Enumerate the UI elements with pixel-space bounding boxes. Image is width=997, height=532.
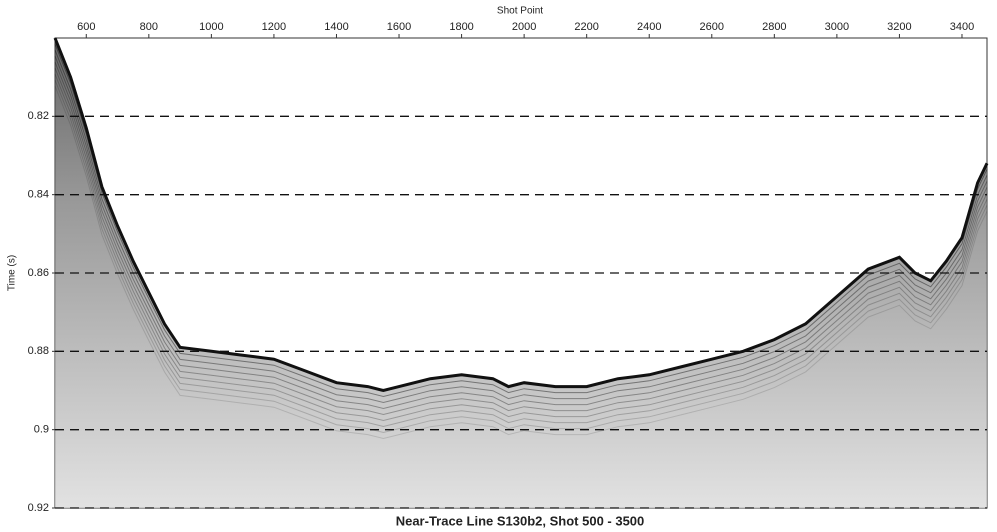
x-tick-label: 800 [140, 21, 158, 33]
x-tick-label: 2200 [574, 21, 598, 33]
x-tick-label: 2800 [762, 21, 786, 33]
reflector-texture [54, 79, 988, 434]
x-tick-label: 2000 [512, 21, 536, 33]
seafloor-line [53, 37, 989, 393]
x-tick-label: 3000 [825, 21, 849, 33]
reflector-texture [54, 49, 988, 404]
x-axis-title: Shot Point [497, 6, 543, 17]
reflector-texture [54, 73, 988, 428]
sediment-fill [55, 38, 987, 508]
reflector-texture [54, 55, 988, 410]
x-tick-label: 1200 [262, 21, 286, 33]
x-tick-label: 1800 [449, 21, 473, 33]
y-tick-label: 0.92 [28, 502, 49, 514]
x-tick-label: 1600 [387, 21, 411, 33]
x-tick-label: 2400 [637, 21, 661, 33]
chart-title: Near-Trace Line S130b2, Shot 500 - 3500 [396, 513, 645, 528]
reflector-texture [54, 85, 988, 440]
reflector-texture [54, 43, 988, 398]
y-tick-label: 0.86 [28, 267, 49, 279]
y-tick-label: 0.9 [34, 424, 49, 436]
y-tick-label: 0.84 [28, 189, 49, 201]
y-tick-label: 0.88 [28, 345, 49, 357]
x-tick-label: 3200 [887, 21, 911, 33]
y-axis-title: Time (s) [7, 255, 18, 291]
y-tick-label: 0.82 [28, 110, 49, 122]
x-tick-label: 2600 [700, 21, 724, 33]
x-tick-label: 1000 [199, 21, 223, 33]
reflector-texture [54, 67, 988, 422]
x-tick-label: 3400 [950, 21, 974, 33]
reflector-texture [54, 61, 988, 416]
x-tick-label: 600 [77, 21, 95, 33]
x-tick-label: 1400 [324, 21, 348, 33]
